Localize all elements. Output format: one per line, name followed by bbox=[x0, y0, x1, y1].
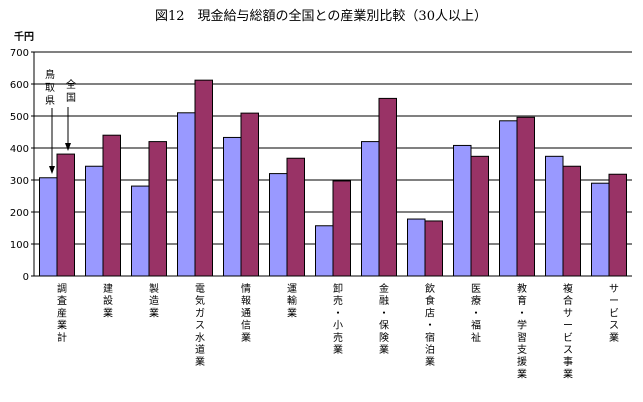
bar-national-1 bbox=[102, 134, 121, 277]
category-label-0: 調査産業計 bbox=[57, 282, 67, 344]
bar-national-10 bbox=[516, 116, 535, 277]
bar-national-0 bbox=[56, 153, 75, 277]
bar-tottori-9 bbox=[453, 144, 472, 277]
annotation-arrowhead-national bbox=[65, 143, 71, 151]
category-label-5: 運輸業 bbox=[287, 283, 297, 319]
bar-national-6 bbox=[332, 180, 351, 277]
bar-tottori-3 bbox=[177, 112, 196, 277]
y-tick-label-600: 600 bbox=[10, 80, 29, 91]
bar-tottori-11 bbox=[545, 155, 564, 277]
y-tick-label-500: 500 bbox=[10, 112, 29, 123]
annotation-arrowhead-tottori bbox=[49, 166, 55, 174]
category-label-10: 教育・学習支援業 bbox=[517, 282, 527, 380]
chart-title: 図12 現金給与総額の全国との産業別比較（30人以上） bbox=[155, 8, 487, 24]
bar-tottori-6 bbox=[315, 225, 334, 277]
bar-tottori-1 bbox=[85, 165, 104, 277]
category-label-6: 卸売・小売業 bbox=[333, 282, 343, 356]
y-tick-label-100: 100 bbox=[10, 240, 29, 251]
bar-national-2 bbox=[148, 141, 167, 277]
y-tick-label-200: 200 bbox=[10, 208, 29, 219]
category-label-8: 飲食店・宿泊業 bbox=[425, 282, 435, 368]
category-label-3: 電気ガス水道業 bbox=[195, 283, 205, 368]
bar-tottori-0 bbox=[39, 177, 58, 277]
bar-national-7 bbox=[378, 97, 397, 277]
bar-national-12 bbox=[608, 173, 627, 277]
bar-national-4 bbox=[240, 112, 259, 277]
y-tick-label-700: 700 bbox=[10, 48, 29, 59]
y-unit-label: 千円 bbox=[14, 30, 34, 43]
category-label-12: サービス業 bbox=[609, 283, 619, 344]
annotation-national: 全国 bbox=[66, 78, 76, 104]
category-label-11: 複合サービス事業 bbox=[563, 282, 573, 380]
bar-tottori-4 bbox=[223, 136, 242, 277]
bar-tottori-10 bbox=[499, 120, 518, 277]
category-label-4: 情報通信業 bbox=[241, 282, 251, 344]
bar-national-9 bbox=[470, 155, 489, 277]
bar-tottori-8 bbox=[407, 218, 426, 277]
category-label-9: 医療・福祉 bbox=[471, 283, 481, 344]
bar-national-8 bbox=[424, 220, 443, 277]
bar-national-5 bbox=[286, 157, 305, 277]
y-tick-label-400: 400 bbox=[10, 144, 29, 155]
annotation-tottori: 鳥取県 bbox=[45, 68, 55, 107]
y-tick-label-300: 300 bbox=[10, 176, 29, 187]
bar-national-11 bbox=[562, 165, 581, 277]
bar-national-3 bbox=[194, 79, 213, 277]
category-label-1: 建設業 bbox=[103, 282, 113, 319]
category-label-7: 金融・保険業 bbox=[379, 282, 389, 356]
bar-tottori-5 bbox=[269, 173, 288, 277]
category-label-2: 製造業 bbox=[149, 282, 159, 319]
bar-tottori-7 bbox=[361, 141, 380, 277]
bar-tottori-2 bbox=[131, 185, 150, 277]
bar-tottori-12 bbox=[591, 182, 610, 277]
y-tick-label-0: 0 bbox=[23, 272, 29, 283]
